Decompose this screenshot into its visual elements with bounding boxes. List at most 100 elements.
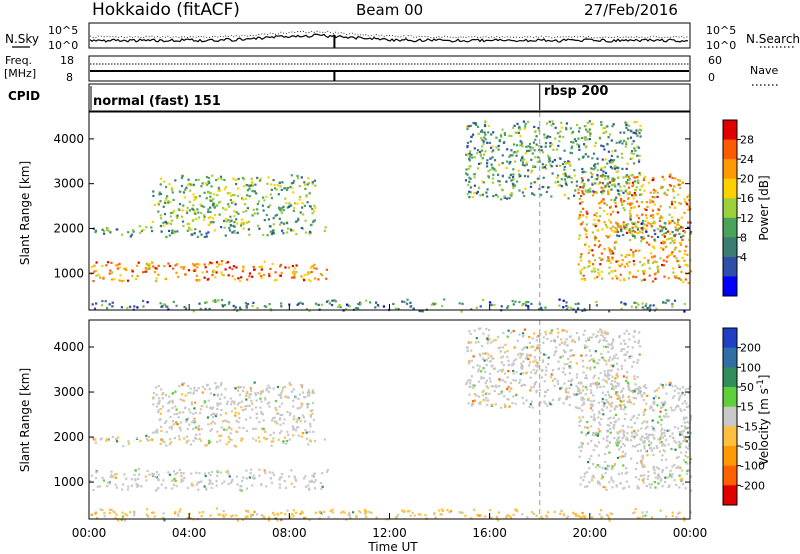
echo-cell	[618, 448, 621, 451]
echo-cell	[487, 131, 490, 134]
echo-cell	[557, 360, 560, 363]
colorbar-swatch	[723, 139, 737, 160]
echo-cell	[236, 403, 239, 406]
nave-tick-bottom: 0	[708, 71, 715, 84]
y-tick-label-3000: 3000	[53, 385, 84, 399]
echo-cell	[260, 412, 263, 415]
echo-cell	[311, 265, 314, 268]
echo-cell	[411, 511, 414, 514]
echo-cell	[207, 217, 210, 220]
echo-cell	[259, 393, 262, 396]
echo-cell	[165, 235, 168, 239]
echo-cell	[673, 275, 676, 278]
echo-cell	[200, 428, 203, 431]
echo-cell	[584, 125, 587, 128]
echo-cell	[288, 438, 291, 441]
echo-cell	[607, 189, 610, 192]
echo-cell	[585, 374, 588, 377]
echo-cell	[93, 307, 97, 310]
echo-cell	[533, 382, 536, 385]
echo-cell	[245, 184, 248, 187]
echo-cell	[541, 517, 544, 520]
echo-cell	[189, 443, 192, 446]
echo-cell	[228, 192, 231, 195]
echo-cell	[195, 197, 198, 200]
echo-cell	[160, 483, 163, 486]
echo-cell	[578, 197, 581, 200]
echo-cell	[153, 270, 157, 274]
echo-cell	[680, 409, 683, 412]
echo-cell	[559, 387, 562, 390]
echo-cell	[597, 182, 600, 185]
echo-cell	[658, 450, 662, 453]
echo-cell	[603, 358, 606, 361]
echo-cell	[569, 366, 572, 369]
echo-cell	[207, 223, 210, 226]
echo-cell	[584, 515, 587, 518]
echo-cell	[249, 472, 252, 475]
echo-cell	[180, 184, 184, 188]
echo-cell	[583, 398, 586, 401]
echo-cell	[519, 140, 522, 143]
echo-cell	[581, 396, 585, 399]
echo-cell	[195, 389, 198, 392]
echo-cell	[600, 418, 603, 421]
echo-cell	[624, 412, 627, 416]
echo-cell	[158, 418, 161, 421]
echo-cell	[636, 449, 640, 453]
echo-cell	[607, 417, 610, 420]
echo-cell	[642, 272, 645, 275]
echo-cell	[280, 271, 283, 274]
echo-cell	[116, 519, 120, 522]
echo-cell	[200, 480, 203, 483]
echo-cell	[563, 178, 566, 181]
echo-cell	[296, 174, 299, 178]
echo-cell	[215, 484, 218, 487]
echo-cell	[657, 265, 660, 268]
echo-cell	[590, 336, 593, 339]
echo-cell	[564, 180, 567, 183]
echo-cell	[554, 137, 557, 140]
echo-cell	[591, 183, 594, 186]
echo-cell	[680, 425, 683, 428]
echo-cell	[623, 408, 626, 411]
echo-cell	[286, 440, 289, 443]
echo-cell	[633, 375, 636, 378]
echo-cell	[487, 170, 490, 173]
echo-cell	[564, 162, 568, 165]
echo-cell	[597, 441, 601, 444]
echo-cell	[630, 230, 633, 233]
echo-cell	[146, 508, 149, 511]
echo-cell	[168, 229, 171, 232]
echo-cell	[628, 182, 631, 185]
echo-cell	[234, 387, 237, 390]
echo-cell	[540, 145, 543, 148]
echo-cell	[625, 471, 629, 474]
echo-cell	[582, 515, 585, 518]
echo-cell	[375, 301, 378, 304]
echo-cell	[610, 343, 613, 346]
echo-cell	[536, 177, 539, 180]
echo-cell	[687, 405, 690, 408]
echo-cell	[313, 204, 316, 207]
echo-cell	[584, 393, 587, 396]
echo-cell	[467, 340, 470, 344]
echo-cell	[275, 408, 278, 412]
echo-cell	[175, 271, 178, 274]
echo-cell	[680, 477, 683, 481]
echo-cell	[537, 126, 540, 129]
echo-cell	[563, 193, 566, 197]
echo-cell	[178, 411, 181, 414]
echo-cell	[475, 306, 478, 309]
echo-cell	[584, 346, 587, 349]
echo-cell	[590, 425, 593, 428]
echo-cell	[645, 201, 648, 204]
echo-cell	[590, 455, 593, 458]
echo-cell	[138, 225, 141, 228]
echo-cell	[665, 392, 668, 395]
echo-cell	[280, 518, 283, 521]
echo-cell	[488, 141, 491, 144]
echo-cell	[527, 301, 530, 304]
echo-cell	[616, 155, 619, 158]
echo-cell	[516, 180, 519, 183]
